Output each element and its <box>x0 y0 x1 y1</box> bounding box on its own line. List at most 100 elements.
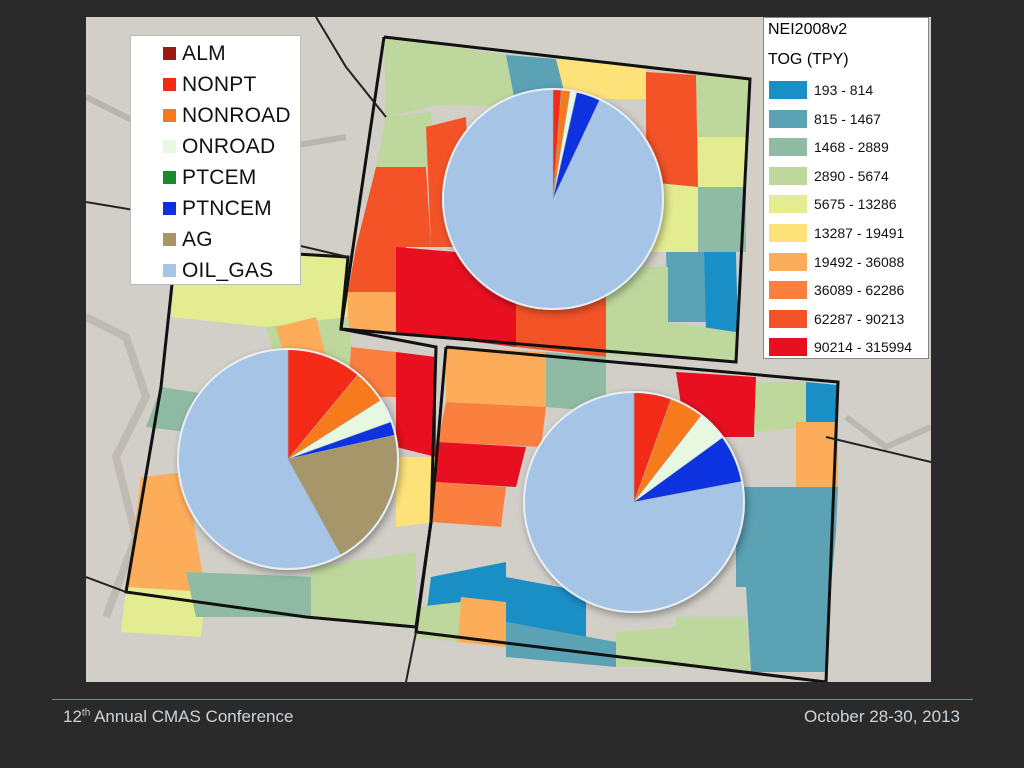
county <box>506 577 586 637</box>
legend-swatch <box>163 47 176 60</box>
class-legend-item: 1468 - 2889 <box>768 136 889 158</box>
legend-label: AG <box>182 227 213 251</box>
county <box>506 622 616 667</box>
county <box>676 617 751 672</box>
legend-label: OIL_GAS <box>182 258 274 282</box>
legend-label: 2890 - 5674 <box>814 167 889 184</box>
county <box>456 597 506 647</box>
legend-label: 90214 - 315994 <box>814 339 913 356</box>
state-line <box>86 576 127 593</box>
county <box>606 267 668 357</box>
legend-label: 1468 - 2889 <box>814 139 889 156</box>
class-legend-item: 62287 - 90213 <box>768 308 904 330</box>
source-legend-item: OIL_GAS <box>131 255 273 286</box>
legend-label: NONROAD <box>182 103 291 127</box>
legend-swatch <box>768 194 808 215</box>
footer-dates: October 28-30, 2013 <box>804 707 960 726</box>
legend-swatch <box>768 80 808 100</box>
county <box>754 382 806 432</box>
county <box>376 112 436 167</box>
legend-label: 5675 - 13286 <box>814 196 897 213</box>
county <box>546 352 606 412</box>
pie-slice-oil-gas <box>442 88 664 310</box>
legend-swatch <box>768 280 808 301</box>
county <box>431 482 506 527</box>
county <box>698 137 748 187</box>
pie-chart-upper <box>442 88 664 310</box>
source-legend-item: PTCEM <box>131 162 257 193</box>
terrain-ridge <box>86 313 151 619</box>
conference-name: Annual CMAS Conference <box>94 707 294 726</box>
legend-swatch <box>163 78 176 91</box>
legend-swatch <box>768 337 808 358</box>
source-legend-item: ALM <box>131 38 226 69</box>
legend-label: PTCEM <box>182 165 257 189</box>
legend-label: ONROAD <box>182 134 276 158</box>
county <box>646 72 698 187</box>
terrain-ridge <box>844 414 931 451</box>
class-legend-item: 5675 - 13286 <box>768 193 897 215</box>
county <box>696 75 750 137</box>
conference-suffix: th <box>81 707 91 719</box>
county <box>396 352 436 457</box>
legend-label: ALM <box>182 41 226 65</box>
pie-outline <box>523 391 745 613</box>
state-line <box>315 17 387 118</box>
county <box>668 322 736 362</box>
class-legend-item: 193 - 814 <box>768 79 873 101</box>
legend-swatch <box>163 109 176 122</box>
pie-outline <box>177 348 399 570</box>
class-legend-item: 19492 - 36088 <box>768 251 904 273</box>
legend-label: 19492 - 36088 <box>814 253 905 270</box>
source-legend-item: NONROAD <box>131 100 291 131</box>
class-legend-item: 13287 - 19491 <box>768 222 904 244</box>
class-legend-item: 36089 - 62286 <box>768 279 904 301</box>
state-line <box>825 436 931 463</box>
source-legend-item: PTNCEM <box>131 193 272 224</box>
county <box>341 292 396 332</box>
pie-charts <box>177 88 745 613</box>
legend-swatch <box>163 202 176 215</box>
source-legend-item: AG <box>131 224 213 255</box>
county <box>746 587 831 672</box>
right-state-border <box>414 345 840 682</box>
county <box>436 442 526 487</box>
source-legend-item: NONPT <box>131 69 257 100</box>
legend-label: 36089 - 62286 <box>814 282 905 299</box>
county <box>126 532 206 592</box>
legend-label: 62287 - 90213 <box>814 310 905 327</box>
footer-conference: 12th Annual CMAS Conference <box>63 707 293 727</box>
county <box>736 487 838 532</box>
state-line <box>405 631 417 682</box>
pie-chart-lower-left <box>177 348 399 570</box>
class-legend-item: 90214 - 315994 <box>768 336 912 358</box>
county <box>666 252 706 322</box>
legend-label: PTNCEM <box>182 196 272 220</box>
legend-swatch <box>768 308 808 329</box>
legend-subtitle: TOG (TPY) <box>768 51 849 68</box>
legend-label: 193 - 814 <box>814 82 874 98</box>
class-legend-item: 815 - 1467 <box>768 108 881 130</box>
state-boundaries <box>124 35 840 682</box>
county <box>796 422 838 487</box>
legend-swatch <box>163 264 176 277</box>
legend-swatch <box>163 171 176 184</box>
county <box>556 59 646 99</box>
legend-swatch <box>163 140 176 153</box>
legend-swatch <box>768 165 808 186</box>
county <box>348 247 406 292</box>
county <box>396 457 436 527</box>
county <box>736 532 836 587</box>
legend-label: 815 - 1467 <box>814 110 881 127</box>
legend-label: NONPT <box>182 72 257 96</box>
pie-outline <box>442 88 664 310</box>
county <box>134 472 196 537</box>
county <box>438 402 546 447</box>
source-legend-item: ONROAD <box>131 131 275 162</box>
source-legend: ALM NONPT NONROAD ONROAD PTCEM PTNCEM AG OIL_GA… <box>130 35 301 285</box>
legend-title: NEI2008v2 <box>768 21 848 38</box>
county <box>311 552 416 627</box>
county <box>704 252 738 332</box>
classification-legend: NEI2008v2 TOG (TPY) 193 - 814 815 - 1467 1… <box>763 17 929 359</box>
legend-label: 13287 - 19491 <box>814 225 905 241</box>
